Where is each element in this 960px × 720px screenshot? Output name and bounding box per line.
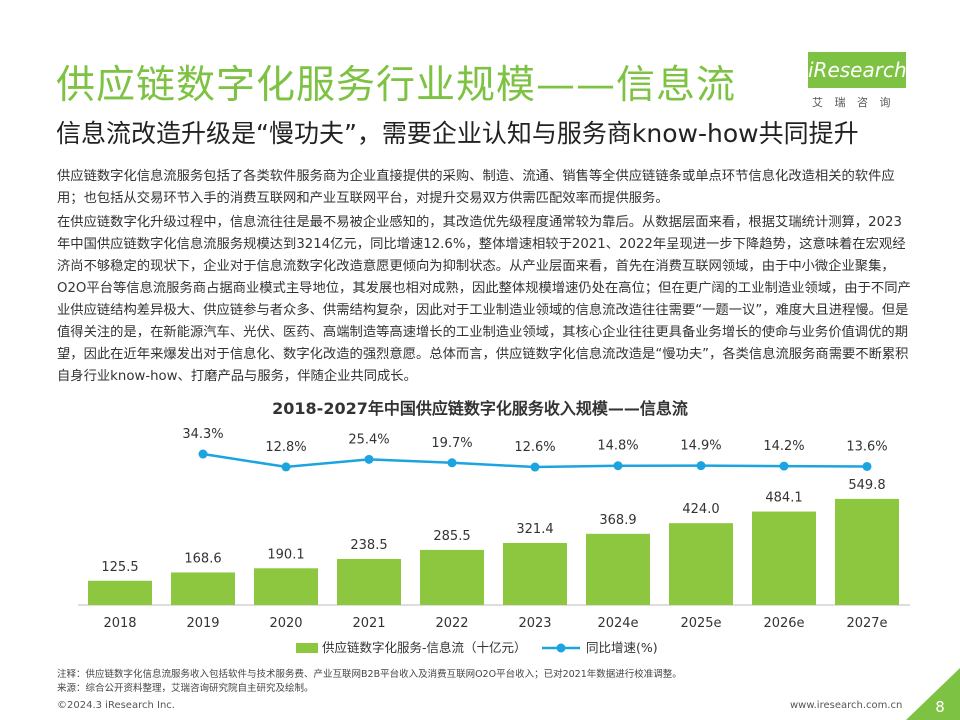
growth-point [862,461,872,471]
logo: iResearch [808,52,907,88]
x-tick-label: 2027e [846,616,887,631]
bar [254,568,318,605]
bar-label: 484.1 [765,491,802,506]
bar [586,533,650,605]
bar-label: 125.5 [101,560,138,575]
growth-point [447,458,457,468]
growth-point [696,461,706,471]
x-tick-label: 2021 [352,616,385,631]
growth-label: 13.6% [846,439,887,454]
x-tick-label: 2024e [597,616,638,631]
growth-point [779,461,789,471]
growth-label: 12.8% [265,440,306,455]
bar-label: 368.9 [599,513,636,528]
growth-point [198,449,208,459]
bar [503,542,567,605]
growth-label: 14.8% [597,439,638,454]
x-tick-label: 2025e [680,616,721,631]
growth-point [281,462,291,472]
note: 来源：综合公开资料整理，艾瑞咨询研究院自主研究及绘制。 [57,683,314,694]
growth-line [202,452,868,469]
legend-swatch [556,643,566,653]
growth-label: 34.3% [182,427,223,442]
x-tick-label: 2022 [435,616,468,631]
growth-label: 25.4% [348,432,389,447]
bar-label: 285.5 [433,529,470,544]
bar [669,523,733,605]
chart-title: 2018-2027年中国供应链数字化服务收入规模——信息流 [272,399,688,418]
growth-label: 12.6% [514,440,555,455]
legend-swatch [296,643,318,653]
growth-point [364,454,374,464]
x-tick-label: 2026e [763,616,804,631]
note: 注释：供应链数字化信息流服务收入包括软件与技术服务费、产业互联网B2B平台收入及… [57,669,682,680]
x-tick-label: 2019 [186,616,219,631]
bar [835,498,899,605]
bar-label: 424.0 [682,502,719,517]
x-tick-label: 2023 [518,616,551,631]
page-number: 8 [935,698,945,716]
bar [171,572,235,605]
bar-label: 168.6 [184,551,221,566]
growth-label: 19.7% [431,436,472,451]
bar-label: 321.4 [516,522,553,537]
bar-label: 190.1 [267,547,304,562]
x-tick-label: 2020 [269,616,302,631]
legend-label: 同比增速(%) [586,640,658,655]
paragraph: 供应链数字化信息流服务包括了各类软件服务商为企业直接提供的采购、制造、流通、销售… [57,169,895,206]
paragraph: 在供应链数字化升级过程中，信息流往往是最不易被企业感知的，其改造优先级程度通常较… [57,215,911,384]
legend-label: 供应链数字化服务-信息流（十亿元） [322,640,527,655]
growth-label: 14.2% [763,439,804,454]
growth-point [613,461,623,471]
bar [337,558,401,605]
bar-label: 238.5 [350,538,387,553]
page-title: 供应链数字化服务行业规模——信息流 [56,63,737,108]
bar [88,580,152,605]
bar [752,511,816,605]
copyright: ©2024.3 iResearch Inc. [57,700,175,711]
page-subtitle: 信息流改造升级是“慢功夫”，需要企业认知与服务商know-how共同提升 [56,119,859,148]
growth-label: 14.9% [680,439,721,454]
growth-point [530,462,540,472]
body-text: 供应链数字化信息流服务包括了各类软件服务商为企业直接提供的采购、制造、流通、销售… [57,166,915,390]
bar [420,549,484,605]
bar-label: 549.8 [848,478,885,493]
x-tick-label: 2018 [103,616,136,631]
website: www.iresearch.com.cn [790,700,903,711]
corner-decoration [906,668,960,720]
logo-tagline: 艾 瑞 咨 询 [812,96,895,109]
